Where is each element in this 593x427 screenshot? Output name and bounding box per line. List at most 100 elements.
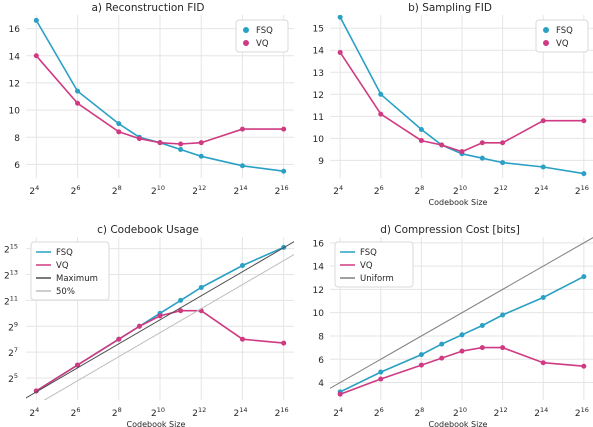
data-point	[581, 363, 587, 369]
data-point	[500, 140, 506, 146]
x-tick-label: 26	[374, 184, 384, 197]
chart-title: a) Reconstruction FID	[91, 2, 204, 14]
legend-label: Maximum	[56, 274, 98, 284]
data-point	[479, 155, 485, 161]
y-tick-label: 27	[8, 346, 18, 359]
data-point	[581, 118, 587, 124]
x-tick-label: 214	[534, 406, 548, 419]
data-point	[540, 295, 546, 301]
data-point	[540, 360, 546, 366]
data-point	[500, 312, 506, 318]
chart-title: b) Sampling FID	[408, 2, 492, 14]
data-point	[281, 340, 287, 346]
y-tick-label: 12	[313, 286, 324, 296]
data-point	[378, 369, 384, 375]
legend-label: VQ	[360, 261, 373, 271]
plot-area	[26, 241, 294, 400]
plot-area	[330, 237, 593, 397]
data-point	[178, 308, 184, 314]
x-axis-label: Codebook Size	[429, 198, 488, 207]
data-point	[540, 164, 546, 170]
chart-title: d) Compression Cost [bits]	[380, 224, 520, 236]
legend-box	[235, 19, 289, 53]
legend-label: 50%	[56, 287, 75, 297]
y-tick-label: 10	[313, 135, 325, 145]
legend-box	[30, 241, 110, 301]
data-point	[439, 142, 445, 148]
x-tick-label: 24	[333, 406, 343, 419]
legend-marker	[543, 40, 549, 46]
data-point	[239, 163, 245, 169]
x-tick-label: 214	[233, 184, 247, 197]
x-tick-label: 216	[575, 184, 589, 197]
legend-label: FSQ	[256, 26, 273, 36]
y-tick-label: 16	[9, 25, 21, 35]
y-tick-label: 8	[14, 134, 20, 144]
y-tick-label: 213	[4, 269, 18, 282]
data-point	[136, 136, 142, 142]
data-point	[418, 362, 424, 368]
data-point	[157, 313, 163, 319]
data-point	[500, 345, 506, 351]
chart-panel-2: 24 26 28 210 212 214 216 9 10 11 12 13 14 15 b) Sampli…	[313, 2, 593, 207]
y-tick-label: 13	[313, 69, 324, 79]
data-point	[157, 140, 163, 146]
plot-area	[337, 15, 587, 177]
data-point	[33, 17, 39, 23]
data-point	[418, 138, 424, 144]
x-tick-label: 216	[575, 406, 589, 419]
x-tick-label: 216	[275, 406, 289, 419]
data-point	[116, 121, 122, 127]
data-point	[540, 118, 546, 124]
data-point	[439, 341, 445, 347]
x-tick-label: 212	[494, 406, 508, 419]
data-point	[75, 362, 81, 368]
x-tick-label: 28	[112, 406, 122, 419]
y-tick-label: 6	[14, 161, 20, 171]
data-point	[337, 49, 343, 55]
data-point	[459, 332, 465, 338]
data-point	[500, 160, 506, 166]
data-point	[459, 149, 465, 155]
x-axis-label: Codebook Size	[127, 420, 186, 427]
data-point	[116, 336, 122, 342]
legend-label: FSQ	[56, 248, 73, 258]
data-point	[479, 322, 485, 328]
data-point	[198, 153, 204, 159]
y-tick-label: 10	[313, 309, 325, 319]
y-tick-label: 10	[9, 107, 21, 117]
x-tick-label: 24	[29, 184, 39, 197]
legend-label: FSQ	[360, 248, 377, 258]
data-point	[281, 126, 287, 132]
data-point	[337, 391, 343, 397]
data-point	[459, 348, 465, 354]
x-tick-label: 24	[29, 406, 39, 419]
y-tick-label: 11	[313, 113, 324, 123]
y-tick-label: 215	[4, 243, 18, 256]
data-point	[581, 171, 587, 177]
data-point	[378, 111, 384, 117]
data-point	[178, 146, 184, 152]
data-point	[75, 100, 81, 106]
x-tick-label: 214	[233, 406, 247, 419]
legend-marker	[243, 27, 249, 33]
y-tick-label: 6	[318, 356, 324, 366]
data-point	[239, 336, 245, 342]
x-axis-label: Codebook Size	[429, 420, 488, 427]
data-point	[239, 262, 245, 268]
data-point	[418, 352, 424, 358]
y-tick-label: 14	[313, 263, 325, 273]
data-point	[439, 355, 445, 361]
x-tick-label: 212	[192, 184, 206, 197]
x-tick-label: 26	[374, 406, 384, 419]
data-point	[198, 284, 204, 290]
data-point	[178, 297, 184, 303]
data-point	[33, 53, 39, 59]
data-point	[281, 168, 287, 174]
x-tick-label: 210	[453, 406, 467, 419]
x-tick-label: 212	[192, 406, 206, 419]
y-tick-label: 14	[9, 52, 21, 62]
data-point	[378, 91, 384, 97]
legend-label: FSQ	[556, 26, 573, 36]
